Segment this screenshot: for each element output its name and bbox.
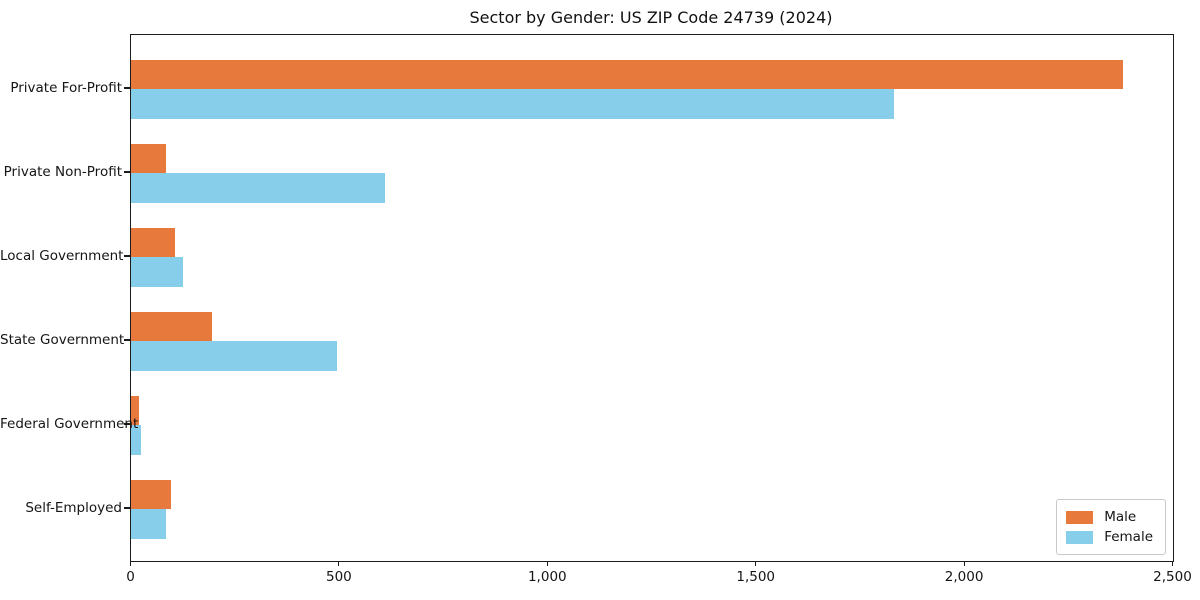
y-axis-tick — [124, 339, 131, 341]
legend-swatch-female — [1066, 530, 1094, 544]
legend-label-female: Female — [1104, 529, 1153, 545]
y-axis-category-label-self-employed: Self-Employed — [25, 500, 122, 516]
legend-swatch-male — [1066, 510, 1094, 524]
x-axis-tick-label: 1,500 — [736, 568, 776, 585]
bar-male-self-employed — [131, 479, 171, 509]
x-axis-tick — [129, 560, 132, 566]
bar-male-local-government — [131, 227, 175, 257]
x-axis-tick — [963, 560, 965, 566]
x-axis-tick — [338, 560, 340, 566]
bar-male-state-government — [131, 311, 213, 341]
y-axis-category-label-state-government: State Government — [0, 332, 125, 348]
y-axis-tick — [124, 87, 131, 89]
x-axis-tick — [1171, 560, 1174, 566]
y-axis-category-label-federal-government: Federal Government — [0, 416, 139, 432]
x-axis-tick — [546, 560, 548, 566]
bar-male-federal-government — [131, 395, 140, 425]
bar-female-private-non-profit — [131, 173, 386, 203]
bar-male-private-non-profit — [131, 143, 167, 173]
x-axis-tick-label: 500 — [326, 568, 352, 585]
bar-female-self-employed — [131, 509, 167, 539]
bar-female-private-for-profit — [131, 89, 894, 119]
bar-male-private-for-profit — [131, 59, 1123, 89]
y-axis-category-label-private-for-profit: Private For-Profit — [10, 80, 122, 96]
x-axis-tick — [755, 560, 757, 566]
legend: Male Female — [1056, 499, 1166, 555]
x-axis-tick-label: 0 — [126, 568, 135, 585]
bar-female-local-government — [131, 257, 184, 287]
bar-female-state-government — [131, 341, 338, 371]
bar-female-federal-government — [131, 425, 142, 455]
y-axis-category-label-local-government: Local Government — [0, 248, 124, 264]
y-axis-tick — [124, 423, 131, 425]
legend-entry-male: Male — [1066, 507, 1153, 527]
y-axis-tick — [124, 255, 131, 257]
plot-area: Male Female — [130, 34, 1174, 562]
y-axis-tick — [124, 171, 131, 173]
x-axis-tick-label: 1,000 — [527, 568, 567, 585]
legend-entry-female: Female — [1066, 527, 1153, 547]
y-axis-tick — [124, 507, 131, 509]
chart-title: Sector by Gender: US ZIP Code 24739 (202… — [469, 8, 833, 27]
x-axis-tick-label: 2,000 — [944, 568, 984, 585]
x-axis-tick-label: 2,500 — [1153, 568, 1192, 585]
legend-label-male: Male — [1104, 509, 1137, 525]
y-axis-category-label-private-non-profit: Private Non-Profit — [3, 164, 122, 180]
